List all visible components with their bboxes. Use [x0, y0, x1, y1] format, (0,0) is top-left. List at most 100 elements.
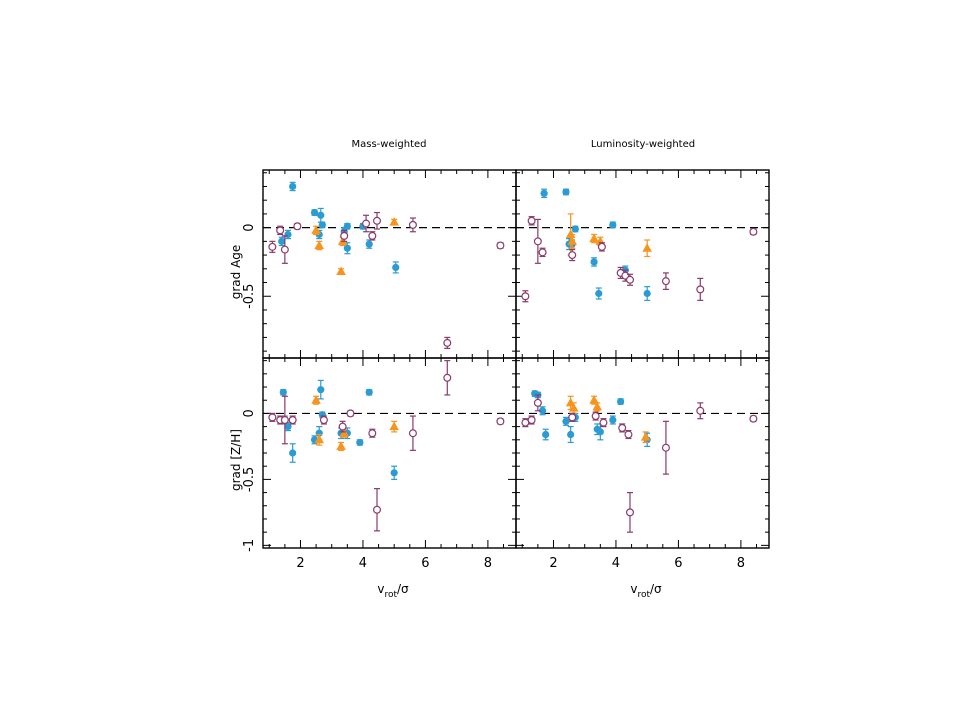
series-open-circle: [268, 360, 505, 532]
filled-triangle-marker: [389, 421, 399, 431]
x-tick-label: 4: [359, 556, 367, 571]
open-circle-marker: [368, 231, 377, 240]
data-point: [443, 360, 452, 396]
data-point: [311, 225, 321, 236]
open-circle-marker: [521, 292, 530, 301]
panels: 0 -0.5 2 4 6 8 0 -0.5 -1 2 4 6 8: [242, 169, 770, 571]
filled-circle-marker: [562, 417, 570, 425]
open-circle-marker: [496, 241, 505, 250]
open-circle-marker: [293, 222, 302, 231]
open-circle-marker: [280, 245, 289, 254]
data-point: [317, 379, 325, 400]
data-point: [318, 221, 326, 229]
data-point: [589, 233, 599, 244]
data-point: [362, 214, 371, 233]
data-point: [590, 257, 598, 267]
open-circle-marker: [568, 413, 577, 422]
data-point: [336, 266, 346, 276]
open-circle-marker: [591, 412, 600, 421]
open-circle-marker: [533, 398, 542, 407]
open-circle-marker: [362, 219, 371, 228]
data-point: [338, 420, 347, 433]
filled-circle-marker: [595, 289, 603, 298]
data-point: [389, 420, 399, 433]
filled-triangle-marker: [565, 397, 576, 407]
filled-triangle-marker: [567, 236, 578, 245]
filled-circle-marker: [617, 397, 625, 406]
open-circle-marker: [618, 423, 627, 432]
filled-circle-marker: [590, 258, 598, 266]
data-point: [592, 401, 603, 412]
data-point: [609, 221, 617, 229]
open-circle-marker: [346, 409, 355, 418]
data-point: [626, 273, 635, 286]
filled-circle-marker: [279, 388, 287, 396]
data-point: [343, 222, 351, 230]
open-circle-marker: [661, 277, 670, 286]
filled-circle-marker: [571, 225, 579, 233]
series-filled-circle: [279, 379, 398, 480]
data-point: [268, 412, 277, 422]
series-open-circle: [268, 211, 505, 349]
filled-triangle-marker: [568, 403, 579, 412]
data-point: [496, 241, 505, 250]
data-point: [288, 415, 297, 425]
filled-triangle-marker: [592, 401, 603, 411]
filled-circle-marker: [365, 388, 373, 396]
open-circle-marker: [338, 422, 347, 431]
filled-circle-marker: [289, 182, 297, 191]
filled-circle-marker: [343, 222, 351, 230]
data-point: [408, 415, 417, 451]
filled-triangle-marker: [311, 395, 321, 404]
series-filled-triangle: [565, 395, 651, 444]
panel-frame: [262, 357, 517, 549]
open-circle-marker: [319, 416, 328, 425]
open-circle-marker: [538, 248, 547, 257]
data-point: [640, 431, 651, 444]
x-tick-label: 6: [421, 556, 429, 571]
data-point: [356, 438, 364, 447]
filled-circle-marker: [609, 221, 617, 229]
data-point: [521, 418, 530, 428]
data-point: [368, 428, 377, 438]
filled-circle-marker: [567, 430, 575, 439]
ylabel-grad-age: grad Age: [229, 245, 243, 300]
data-point: [597, 242, 606, 252]
filled-circle-marker: [317, 211, 325, 219]
data-point: [626, 491, 635, 533]
x-tick-label: 8: [737, 556, 745, 571]
data-point: [443, 336, 452, 349]
panel-top-left: 0 -0.5: [242, 169, 517, 359]
filled-triangle-marker: [314, 240, 325, 249]
data-point: [389, 217, 399, 226]
filled-triangle-marker: [565, 229, 576, 238]
data-point: [276, 225, 285, 236]
open-circle-marker: [533, 237, 542, 246]
x-tick-label: 2: [549, 556, 557, 571]
open-circle-marker: [626, 275, 635, 284]
data-point: [365, 239, 373, 249]
series-filled-circle: [531, 390, 651, 448]
filled-circle-marker: [289, 449, 297, 457]
data-point: [567, 426, 575, 444]
data-point: [643, 286, 651, 301]
open-circle-marker: [408, 220, 417, 229]
data-point: [599, 418, 608, 428]
open-circle-marker: [268, 242, 277, 251]
xlabel-left: vrot/σ: [377, 582, 409, 600]
data-point: [609, 415, 617, 425]
filled-circle-marker: [310, 208, 319, 217]
x-tick-label: 4: [612, 556, 620, 571]
data-point: [533, 218, 542, 264]
xlabel-right: vrot/σ: [630, 582, 662, 600]
data-point: [268, 240, 277, 253]
data-point: [280, 235, 289, 264]
data-point: [289, 181, 297, 192]
ylabel-grad-zh: grad [Z/H]: [229, 429, 243, 491]
filled-circle-marker: [542, 430, 550, 439]
series-filled-circle: [278, 181, 400, 274]
panel-bottom-left: 2 4 6 8 0 -0.5 -1: [242, 357, 517, 571]
series-filled-triangle: [311, 217, 399, 276]
filled-triangle-marker: [589, 233, 599, 243]
